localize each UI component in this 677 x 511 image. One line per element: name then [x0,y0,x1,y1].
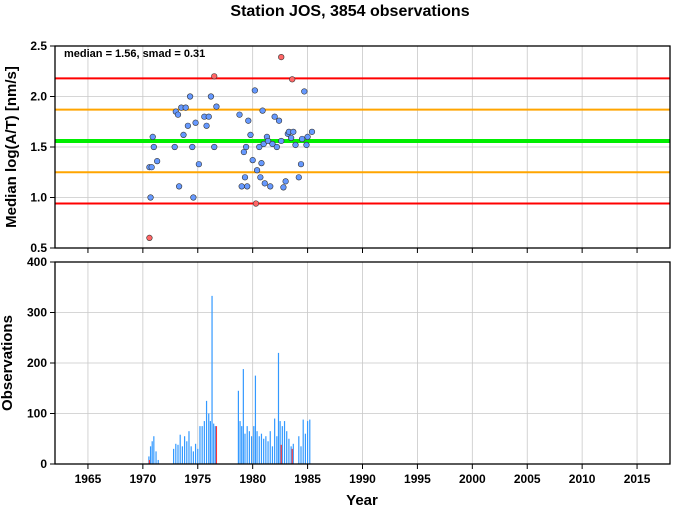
data-point [242,143,250,151]
data-point [257,174,264,181]
x-tick-label: 1970 [130,472,157,486]
data-point [211,143,218,151]
data-point [147,194,154,201]
data-point [240,148,247,156]
data-point [241,174,249,181]
data-point [244,183,251,190]
x-axis-label: Year [346,492,378,509]
data-point [245,117,252,124]
data-point [247,131,254,138]
data-point [260,140,267,148]
data-point [174,111,182,118]
y-tick-label: 1.0 [30,191,47,205]
data-point [269,140,276,148]
data-point [182,104,189,111]
data-point [259,107,266,114]
data-point [292,141,299,149]
top-y-axis-label: Median log(A/T) [nm/s] [3,66,20,228]
data-point [189,143,196,151]
y-tick-label: 300 [27,306,47,320]
x-tick-label: 2005 [514,472,541,486]
bottom-panel-grid [55,261,670,465]
bottom-y-ticks: 0 100 200 300 400 [27,255,55,471]
data-point [171,143,178,151]
y-tick-label: 100 [27,407,47,421]
data-point [264,137,272,145]
data-point [251,87,258,94]
data-point [297,161,305,168]
top-x-ticks [87,248,638,253]
data-point [261,180,268,187]
data-point [267,183,274,190]
data-point [150,143,157,151]
data-point [207,93,215,100]
data-point [288,134,295,142]
x-tick-label: 1995 [404,472,431,486]
data-point [275,117,283,124]
data-point [252,200,260,207]
data-point [271,113,278,120]
data-point [190,194,197,201]
data-point [301,88,308,95]
chart-title: Station JOS, 3854 observations [230,3,469,20]
data-point [282,178,289,185]
top-panel-grid [55,45,670,249]
y-tick-label: 0 [40,457,47,471]
data-point [308,128,316,135]
x-tick-label: 2000 [459,472,486,486]
observation-bars [148,295,311,464]
reference-lines [55,77,670,205]
data-point [184,122,191,129]
data-point [280,184,287,191]
data-point [146,234,153,241]
bottom-x-ticks: 1965 1970 1975 1980 1985 1990 1995 2000 2005 2010… [75,464,651,486]
x-tick-label: 1975 [184,472,211,486]
data-point [180,131,187,138]
x-tick-label: 2010 [569,472,596,486]
bottom-y-axis-label: Observations [0,315,16,411]
data-point [304,133,311,140]
x-tick-label: 1985 [294,472,321,486]
data-point [154,158,161,165]
data-point [278,137,285,145]
data-point [203,122,210,129]
y-tick-label: 1.5 [30,140,47,154]
y-tick-label: 200 [27,356,47,370]
data-point [289,76,296,83]
data-point [303,141,310,149]
y-tick-label: 2.0 [30,90,47,104]
data-point [238,183,245,190]
data-point [192,119,199,126]
data-point [298,135,306,143]
data-point [258,160,265,167]
data-point [295,174,302,181]
x-tick-label: 1980 [239,472,266,486]
top-y-ticks: 0.5 1.0 1.5 2.0 2.5 [30,39,55,255]
x-tick-label: 1990 [349,472,376,486]
data-point [253,167,261,174]
data-point [236,111,243,118]
y-tick-label: 0.5 [30,241,47,255]
data-point [175,183,183,190]
data-point [256,143,263,151]
data-point [148,164,155,171]
data-point [195,161,202,168]
scatter-points [146,54,316,241]
data-point [249,157,256,164]
data-point [290,128,297,135]
x-tick-label: 1965 [75,472,102,486]
data-point [211,73,218,80]
data-point [213,103,220,110]
y-tick-label: 2.5 [30,39,47,53]
data-point [273,143,280,151]
data-point [149,133,156,140]
x-tick-label: 2015 [624,472,651,486]
data-point [205,113,212,120]
data-point [186,93,194,100]
stats-annotation: median = 1.56, smad = 0.31 [64,48,205,60]
y-tick-label: 400 [27,255,47,269]
data-point [278,54,285,61]
